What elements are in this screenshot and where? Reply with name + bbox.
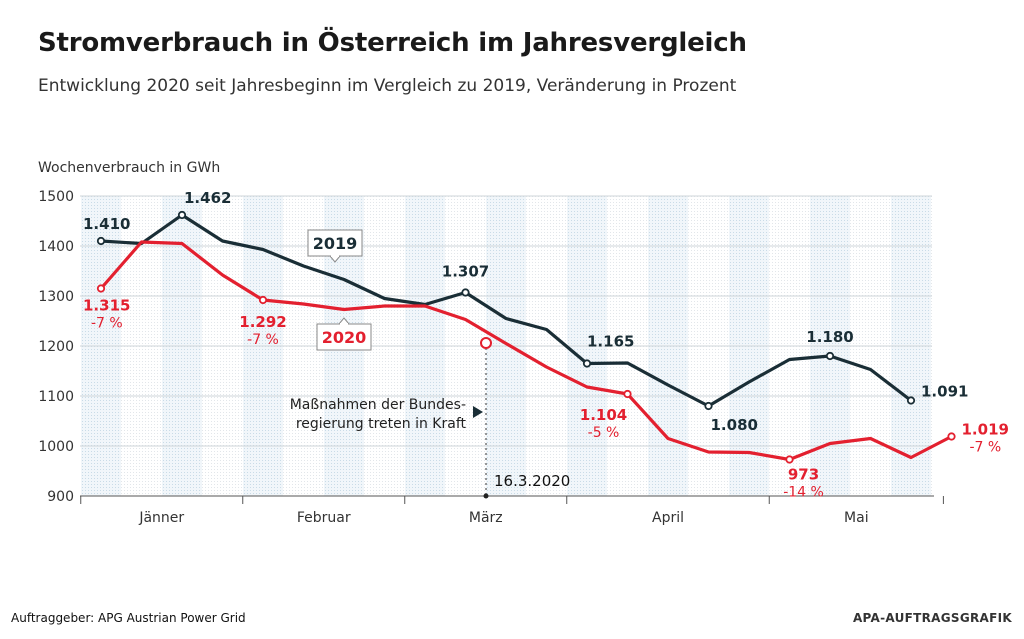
chart-subtitle: Entwicklung 2020 seit Jahresbeginn im Ve… bbox=[38, 76, 737, 96]
point-2019 bbox=[906, 396, 916, 405]
point-2019 bbox=[704, 401, 713, 411]
point-2019 bbox=[177, 210, 187, 220]
series-label-pointer bbox=[329, 255, 341, 263]
data-label-2019: 1.180 bbox=[806, 328, 853, 346]
y-tick-label: 1500 bbox=[38, 189, 74, 205]
pct-label-2020: -5 % bbox=[588, 425, 620, 441]
series-label-2019: 2019 bbox=[307, 229, 363, 263]
pct-label-2020: -7 % bbox=[970, 440, 1002, 456]
annotation-point bbox=[480, 337, 492, 349]
point-2020 bbox=[258, 295, 268, 305]
chart-title: Stromverbrauch in Österreich im Jahresve… bbox=[38, 28, 747, 58]
series-label-2020: 2020 bbox=[316, 317, 372, 351]
x-tick-label: April bbox=[652, 510, 684, 526]
point-2019 bbox=[825, 351, 835, 361]
data-label-2020: 1.019 bbox=[962, 421, 1009, 439]
y-tick-label: 1000 bbox=[38, 439, 74, 455]
y-tick-label: 1200 bbox=[38, 339, 74, 355]
annotation-date: 16.3.2020 bbox=[494, 472, 570, 490]
annotation-text-line2: regierung treten in Kraft bbox=[296, 416, 467, 432]
point-2020 bbox=[96, 284, 106, 293]
y-tick-label: 900 bbox=[47, 489, 74, 505]
data-label-2019: 1.165 bbox=[587, 333, 634, 351]
y-tick-label: 1300 bbox=[38, 289, 74, 305]
footer-client: Auftraggeber: APG Austrian Power Grid bbox=[11, 611, 246, 625]
x-tick-label: Februar bbox=[297, 510, 351, 526]
data-label-2020: 973 bbox=[788, 466, 819, 484]
data-label-2019: 1.410 bbox=[83, 215, 130, 233]
data-label-2019: 1.080 bbox=[711, 416, 758, 434]
series-label-text: 2020 bbox=[322, 328, 367, 347]
series-label-text: 2019 bbox=[313, 234, 358, 253]
data-label-2020: 1.292 bbox=[239, 313, 286, 331]
annotation-dot bbox=[483, 493, 489, 499]
pct-label-2020: -14 % bbox=[783, 485, 824, 501]
series-label-box bbox=[307, 229, 363, 257]
data-labels: 2019 2020 1.410 1.462 1.307 1.165 1.080 1.180 1.… bbox=[83, 189, 1009, 501]
point-2020 bbox=[785, 455, 794, 464]
series-label-pointer bbox=[338, 317, 350, 325]
series-line-2020 bbox=[99, 240, 954, 462]
point-2020 bbox=[947, 432, 956, 441]
axes: 900 1000 1100 1200 1300 1400 1500 Jänner Februar… bbox=[38, 189, 944, 526]
data-label-2020: 1.315 bbox=[83, 297, 130, 315]
footer-agency: APA-AUFTRAGSGRAFIK bbox=[852, 611, 1012, 625]
pct-label-2020: -7 % bbox=[247, 332, 279, 348]
series-line-2019 bbox=[99, 213, 913, 408]
annotation-text-line1: Maßnahmen der Bundes- bbox=[290, 397, 466, 413]
x-tick-label: März bbox=[469, 510, 503, 526]
y-tick-label: 1400 bbox=[38, 239, 74, 255]
y-axis-label: Wochenverbrauch in GWh bbox=[38, 160, 220, 176]
data-label-2019: 1.091 bbox=[921, 383, 968, 401]
point-2019 bbox=[582, 359, 592, 368]
annotation: Maßnahmen der Bundes-regierung treten in… bbox=[290, 343, 570, 499]
data-label-2019: 1.307 bbox=[442, 263, 489, 281]
series-label-box bbox=[316, 323, 372, 351]
y-tick-label: 1100 bbox=[38, 389, 74, 405]
pct-label-2020: -7 % bbox=[91, 316, 123, 332]
point-2020 bbox=[623, 389, 632, 399]
point-2019 bbox=[461, 288, 470, 297]
data-label-2020: 1.104 bbox=[580, 406, 627, 424]
x-tick-label: Mai bbox=[844, 510, 869, 526]
data-label-2019: 1.462 bbox=[184, 189, 231, 207]
series bbox=[96, 210, 956, 464]
point-2019 bbox=[96, 236, 106, 246]
annotation-arrow bbox=[473, 406, 483, 418]
x-tick-label: Jänner bbox=[138, 510, 184, 526]
